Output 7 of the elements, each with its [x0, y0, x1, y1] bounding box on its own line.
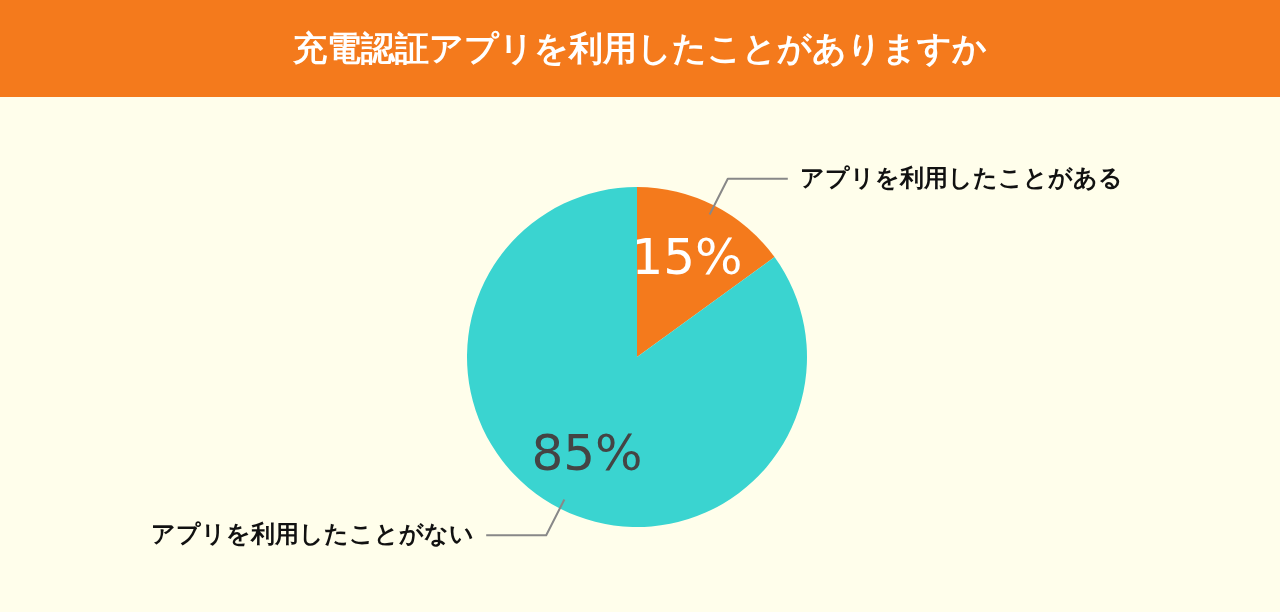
- slice-label: アプリを利用したことがない: [151, 520, 475, 549]
- pie-slice: [467, 187, 807, 527]
- slice-label: アプリを利用したことがある: [799, 163, 1123, 192]
- chart-title: 充電認証アプリを利用したことがありますか: [0, 0, 1280, 97]
- pie-slice: [637, 187, 775, 357]
- data-label: 85%: [531, 424, 643, 483]
- data-label: 15%: [631, 227, 743, 286]
